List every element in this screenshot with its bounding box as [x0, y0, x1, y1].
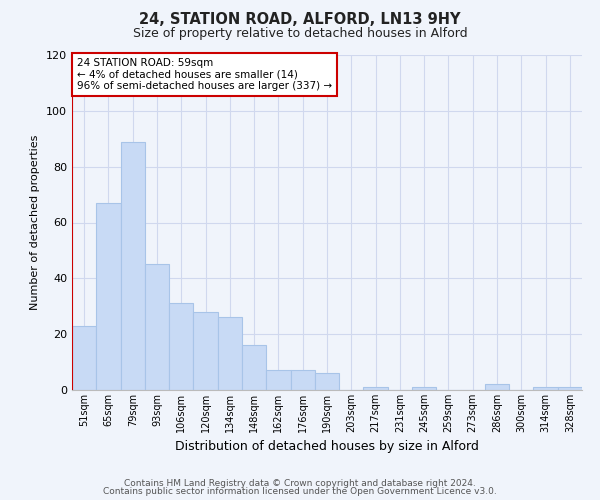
Text: 24, STATION ROAD, ALFORD, LN13 9HY: 24, STATION ROAD, ALFORD, LN13 9HY — [139, 12, 461, 28]
Bar — [121, 142, 145, 390]
Bar — [364, 387, 388, 390]
Bar — [193, 312, 218, 390]
Bar — [290, 370, 315, 390]
Text: Contains HM Land Registry data © Crown copyright and database right 2024.: Contains HM Land Registry data © Crown c… — [124, 478, 476, 488]
Bar — [96, 203, 121, 390]
Text: Contains public sector information licensed under the Open Government Licence v3: Contains public sector information licen… — [103, 487, 497, 496]
Bar — [558, 387, 582, 390]
Bar — [485, 384, 509, 390]
Bar — [72, 326, 96, 390]
Bar — [145, 264, 169, 390]
Bar — [315, 373, 339, 390]
X-axis label: Distribution of detached houses by size in Alford: Distribution of detached houses by size … — [175, 440, 479, 454]
Bar — [218, 318, 242, 390]
Bar — [533, 387, 558, 390]
Bar — [242, 346, 266, 390]
Bar — [169, 304, 193, 390]
Bar — [412, 387, 436, 390]
Y-axis label: Number of detached properties: Number of detached properties — [31, 135, 40, 310]
Text: Size of property relative to detached houses in Alford: Size of property relative to detached ho… — [133, 28, 467, 40]
Bar — [266, 370, 290, 390]
Text: 24 STATION ROAD: 59sqm
← 4% of detached houses are smaller (14)
96% of semi-deta: 24 STATION ROAD: 59sqm ← 4% of detached … — [77, 58, 332, 91]
